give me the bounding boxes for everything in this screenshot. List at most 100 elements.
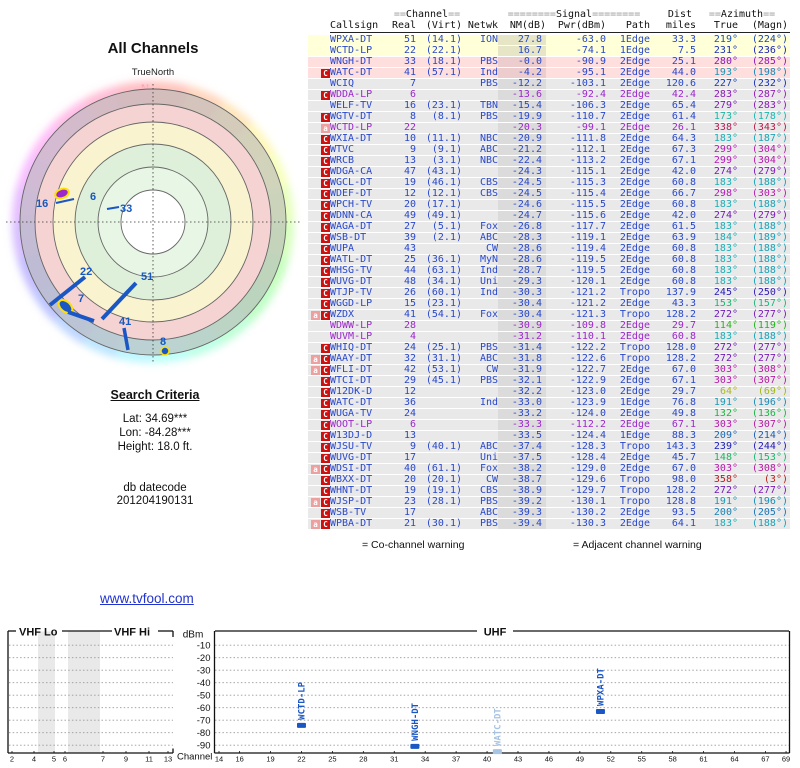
- network-cell: Ind: [479, 265, 498, 276]
- true-azimuth-cell: 183°: [713, 177, 738, 188]
- warning-marker-cell: C: [308, 288, 330, 298]
- real-channel-cell: 8: [409, 111, 416, 122]
- real-channel-cell: 19: [403, 177, 416, 188]
- table-row: C WUVG-DT 48 (34.1) Uni -29.3 -120.1 2Edge 60.8 1…: [308, 277, 790, 287]
- channel-tick-label: 64: [730, 755, 738, 764]
- path-cell: 1Edge: [619, 430, 650, 441]
- callsign-cell: WXIA-DT: [330, 133, 373, 144]
- virtual-channel-cell: (34.1): [425, 276, 462, 287]
- pwr-dbm-cell: -106.3: [569, 100, 606, 111]
- nm-db-cell: -24.5: [498, 178, 546, 188]
- path-cell: 2Edge: [619, 122, 650, 133]
- tick-mask: [99, 754, 107, 763]
- warning-marker-cell: C: [308, 508, 330, 518]
- pwr-dbm-cell: -115.5: [569, 199, 606, 210]
- warning-marker-cell: C: [308, 299, 330, 309]
- miles-cell: 60.8: [671, 254, 696, 265]
- adjacent-channel-warning-text: = Adjacent channel warning: [573, 539, 702, 551]
- magnetic-azimuth-cell: (205°): [751, 507, 788, 518]
- table-row: C WUPA 43 CW -28.6 -119.4 2Edge 60.8 183° (188°): [308, 244, 790, 254]
- network-cell: NBC: [479, 155, 498, 166]
- table-row: C WDGA-CA 47 (43.1) -24.3 -115.1 2Edge 42.0 274°…: [308, 167, 790, 177]
- real-channel-cell: 32: [403, 353, 416, 364]
- miles-cell: 43.3: [671, 298, 696, 309]
- channel-tick-label: 40: [483, 755, 491, 764]
- path-cell: 2Edge: [619, 408, 650, 419]
- callsign-cell: WPBA-DT: [330, 518, 373, 529]
- network-cell: CBS: [479, 188, 498, 199]
- channel-tick-label: 11: [145, 755, 153, 764]
- miles-cell: 143.3: [665, 441, 696, 452]
- magnetic-azimuth-cell: (198°): [751, 67, 788, 78]
- signal-bar: [492, 749, 502, 755]
- true-azimuth-cell: 183°: [713, 133, 738, 144]
- miles-cell: 64.1: [671, 518, 696, 529]
- real-channel-cell: 6: [409, 419, 416, 430]
- magnetic-azimuth-cell: (277°): [751, 309, 788, 320]
- table-row: C WATC-DT 41 (57.1) Ind -4.2 -95.1 2Edge 44.0 193…: [308, 68, 790, 78]
- nm-db-cell: -31.8: [498, 354, 546, 364]
- callsign-cell: WUVG-DT: [330, 276, 373, 287]
- co-channel-warning-icon: C: [321, 222, 330, 232]
- signal-bar: [296, 722, 306, 728]
- real-channel-cell: 23: [403, 496, 416, 507]
- network-cell: Uni: [479, 276, 498, 287]
- network-cell: PBS: [479, 111, 498, 122]
- magnetic-azimuth-cell: (188°): [751, 331, 788, 342]
- signal-bar-callsign-label: WATC-DT: [494, 708, 504, 747]
- channel-tick-label: 67: [761, 755, 769, 764]
- table-row: C WPCH-TV 20 (17.1) -24.6 -115.5 2Edge 60.8 183°…: [308, 200, 790, 210]
- magnetic-azimuth-cell: (244°): [751, 441, 788, 452]
- col-true-az: True: [713, 20, 738, 31]
- nm-db-cell: 27.8: [498, 35, 546, 45]
- co-channel-warning-text: = Co-channel warning: [362, 539, 465, 551]
- magnetic-azimuth-cell: (250°): [751, 287, 788, 298]
- miles-cell: 67.0: [671, 364, 696, 375]
- real-channel-cell: 51: [403, 34, 416, 45]
- true-azimuth-cell: 239°: [713, 441, 738, 452]
- path-cell: 2Edge: [619, 78, 650, 89]
- true-azimuth-cell: 299°: [713, 155, 738, 166]
- nm-db-cell: -24.5: [498, 189, 546, 199]
- pwr-dbm-cell: -122.2: [569, 342, 606, 353]
- co-channel-warning-icon: C: [321, 343, 330, 353]
- pwr-dbm-cell: -74.1: [575, 45, 606, 56]
- tvfool-link[interactable]: www.tvfool.com: [100, 591, 194, 606]
- virtual-channel-cell: (20.1): [425, 474, 462, 485]
- magnetic-azimuth-cell: (188°): [751, 221, 788, 232]
- table-row: C WTVC 9 (9.1) ABC -21.2 -112.1 2Edge 67.3 299° (3…: [308, 145, 790, 155]
- virtual-channel-cell: (43.1): [425, 166, 462, 177]
- co-channel-warning-icon: C: [321, 266, 330, 276]
- table-row: C WATC-DT 36 Ind -33.0 -123.9 1Edge 76.8 191° (19…: [308, 398, 790, 408]
- network-cell: ABC: [479, 232, 498, 243]
- col-miles: miles: [665, 20, 696, 31]
- network-cell: PBS: [479, 56, 498, 67]
- callsign-cell: WDWW-LP: [330, 320, 373, 331]
- true-azimuth-cell: 114°: [713, 320, 738, 331]
- nm-db-cell: -32.1: [498, 376, 546, 386]
- station-marker-line: [100, 281, 138, 321]
- real-channel-cell: 40: [403, 463, 416, 474]
- nm-db-cell: -24.7: [498, 211, 546, 221]
- miles-cell: 67.1: [671, 155, 696, 166]
- tick-mask: [481, 754, 493, 763]
- magnetic-azimuth-cell: (307°): [751, 375, 788, 386]
- magnetic-azimuth-cell: (279°): [751, 166, 788, 177]
- channel-tick-label: 28: [359, 755, 367, 764]
- path-cell: 2Edge: [619, 100, 650, 111]
- table-row: C WTCI-DT 29 (45.1) PBS -32.1 -122.9 2Edge 67.1 3…: [308, 376, 790, 386]
- vhf-lo-label: VHF Lo: [19, 627, 58, 639]
- miles-cell: 67.1: [671, 419, 696, 430]
- network-cell: CW: [485, 243, 498, 254]
- magnetic-azimuth-cell: (303°): [751, 188, 788, 199]
- tick-mask: [605, 754, 617, 763]
- path-cell: Tropo: [619, 485, 650, 496]
- true-azimuth-cell: 274°: [713, 210, 738, 221]
- miles-cell: 67.1: [671, 375, 696, 386]
- network-cell: ABC: [479, 144, 498, 155]
- virtual-channel-cell: (2.1): [431, 232, 462, 243]
- magnetic-azimuth-cell: (283°): [751, 100, 788, 111]
- co-channel-warning-icon: C: [321, 90, 330, 100]
- latitude-value: Lat: 34.69***: [122, 413, 188, 425]
